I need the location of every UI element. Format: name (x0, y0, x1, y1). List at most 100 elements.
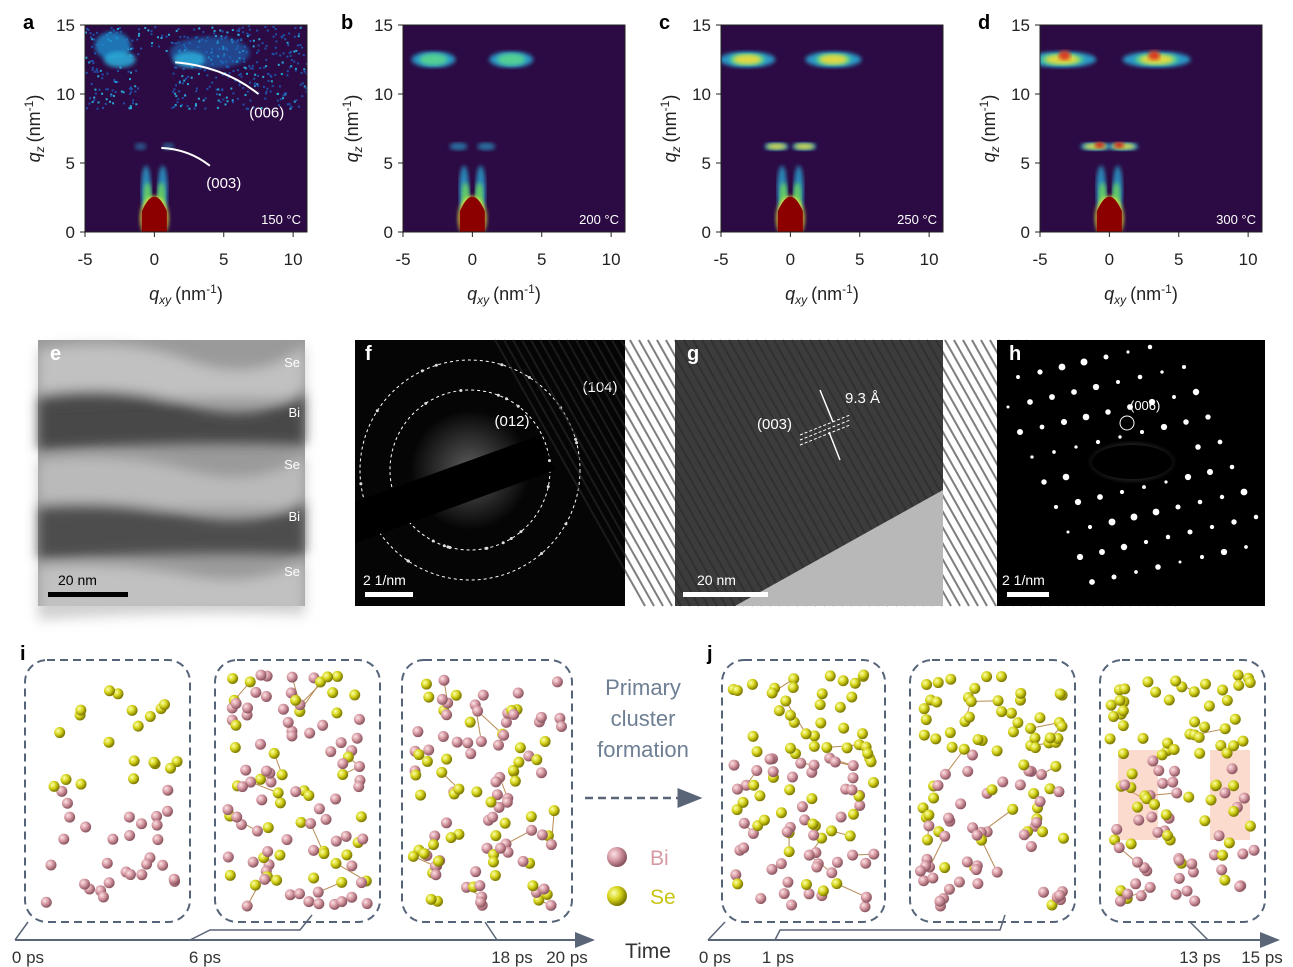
atom (784, 784, 795, 795)
label: 15 (1011, 16, 1030, 35)
atom (993, 695, 1004, 706)
atom (943, 813, 954, 824)
noise (286, 74, 288, 76)
noise (132, 47, 134, 49)
atom (945, 674, 956, 685)
atom (107, 834, 118, 845)
atom (1118, 748, 1129, 759)
spot (1054, 505, 1058, 509)
atom (817, 688, 828, 699)
noise (237, 98, 239, 100)
label: (006) (1130, 398, 1160, 413)
label: e (50, 343, 61, 365)
spot (1099, 549, 1105, 555)
atom (255, 739, 266, 750)
spot (1205, 414, 1210, 419)
atom (1050, 761, 1061, 772)
label: Se (284, 355, 300, 370)
noise (282, 95, 284, 97)
unit-close: ) (217, 284, 223, 304)
noise (150, 33, 152, 35)
label: 15 (374, 16, 393, 35)
atom (971, 864, 982, 875)
label: Se (284, 457, 300, 472)
atom (1228, 806, 1239, 817)
noise (154, 26, 156, 28)
atom (1149, 799, 1160, 810)
noise (132, 102, 134, 104)
atom (273, 787, 284, 798)
label: 5 (384, 154, 393, 173)
atom (58, 834, 69, 845)
label: 5 (537, 250, 546, 269)
time-bracket (708, 922, 725, 940)
atom (45, 859, 56, 870)
atom (262, 846, 273, 857)
atom (807, 818, 818, 829)
unit-close: ) (24, 95, 44, 101)
spot (1083, 414, 1090, 421)
noise (256, 83, 258, 85)
noise (113, 95, 115, 97)
spot (1059, 364, 1066, 371)
atom (846, 691, 857, 702)
noise (93, 99, 95, 101)
spot (1254, 515, 1258, 519)
noise (267, 73, 269, 75)
label: 6 ps (189, 948, 221, 967)
atom (795, 758, 806, 769)
spot (528, 376, 531, 379)
atom (1035, 796, 1046, 807)
atom (231, 698, 242, 709)
label: h (1009, 343, 1021, 365)
label: Bi (650, 847, 669, 870)
atom (1233, 670, 1244, 681)
noise (204, 69, 206, 71)
atom (1126, 838, 1137, 849)
atom (846, 784, 857, 795)
subscript: xy (1113, 293, 1127, 307)
atom (774, 705, 785, 716)
noise (283, 34, 285, 36)
atom (441, 709, 452, 720)
noise (220, 35, 222, 37)
noise (249, 100, 251, 102)
axis-label: qz(nm-1) (340, 95, 365, 163)
label: g (687, 343, 699, 365)
noise (278, 64, 280, 66)
spot (548, 459, 551, 462)
atom (256, 794, 267, 805)
noise (300, 84, 302, 86)
spot (1052, 450, 1056, 454)
atom (500, 818, 511, 829)
noise (176, 101, 178, 103)
subscript: z (988, 146, 1002, 153)
noise (289, 103, 291, 105)
atom (159, 699, 170, 710)
atom (438, 675, 449, 686)
label: j (706, 643, 713, 665)
noise (256, 30, 258, 32)
atom (549, 805, 560, 816)
noise (253, 40, 255, 42)
spot (1183, 419, 1189, 425)
spot (547, 485, 550, 488)
atom (981, 671, 992, 682)
noise (204, 108, 206, 110)
noise (254, 74, 256, 76)
spot (1126, 350, 1129, 353)
label: 5 (1021, 154, 1030, 173)
noise (94, 71, 96, 73)
label: 200 °C (579, 212, 619, 227)
noise (275, 52, 277, 54)
exponent: -1 (1161, 282, 1172, 296)
noise (93, 97, 95, 99)
legend-atom (607, 886, 627, 906)
spot (1148, 345, 1152, 349)
atom (313, 887, 324, 898)
atom (1025, 723, 1036, 734)
spot (1016, 375, 1020, 379)
noise (131, 88, 133, 90)
noise (279, 85, 281, 87)
noise (237, 34, 239, 36)
